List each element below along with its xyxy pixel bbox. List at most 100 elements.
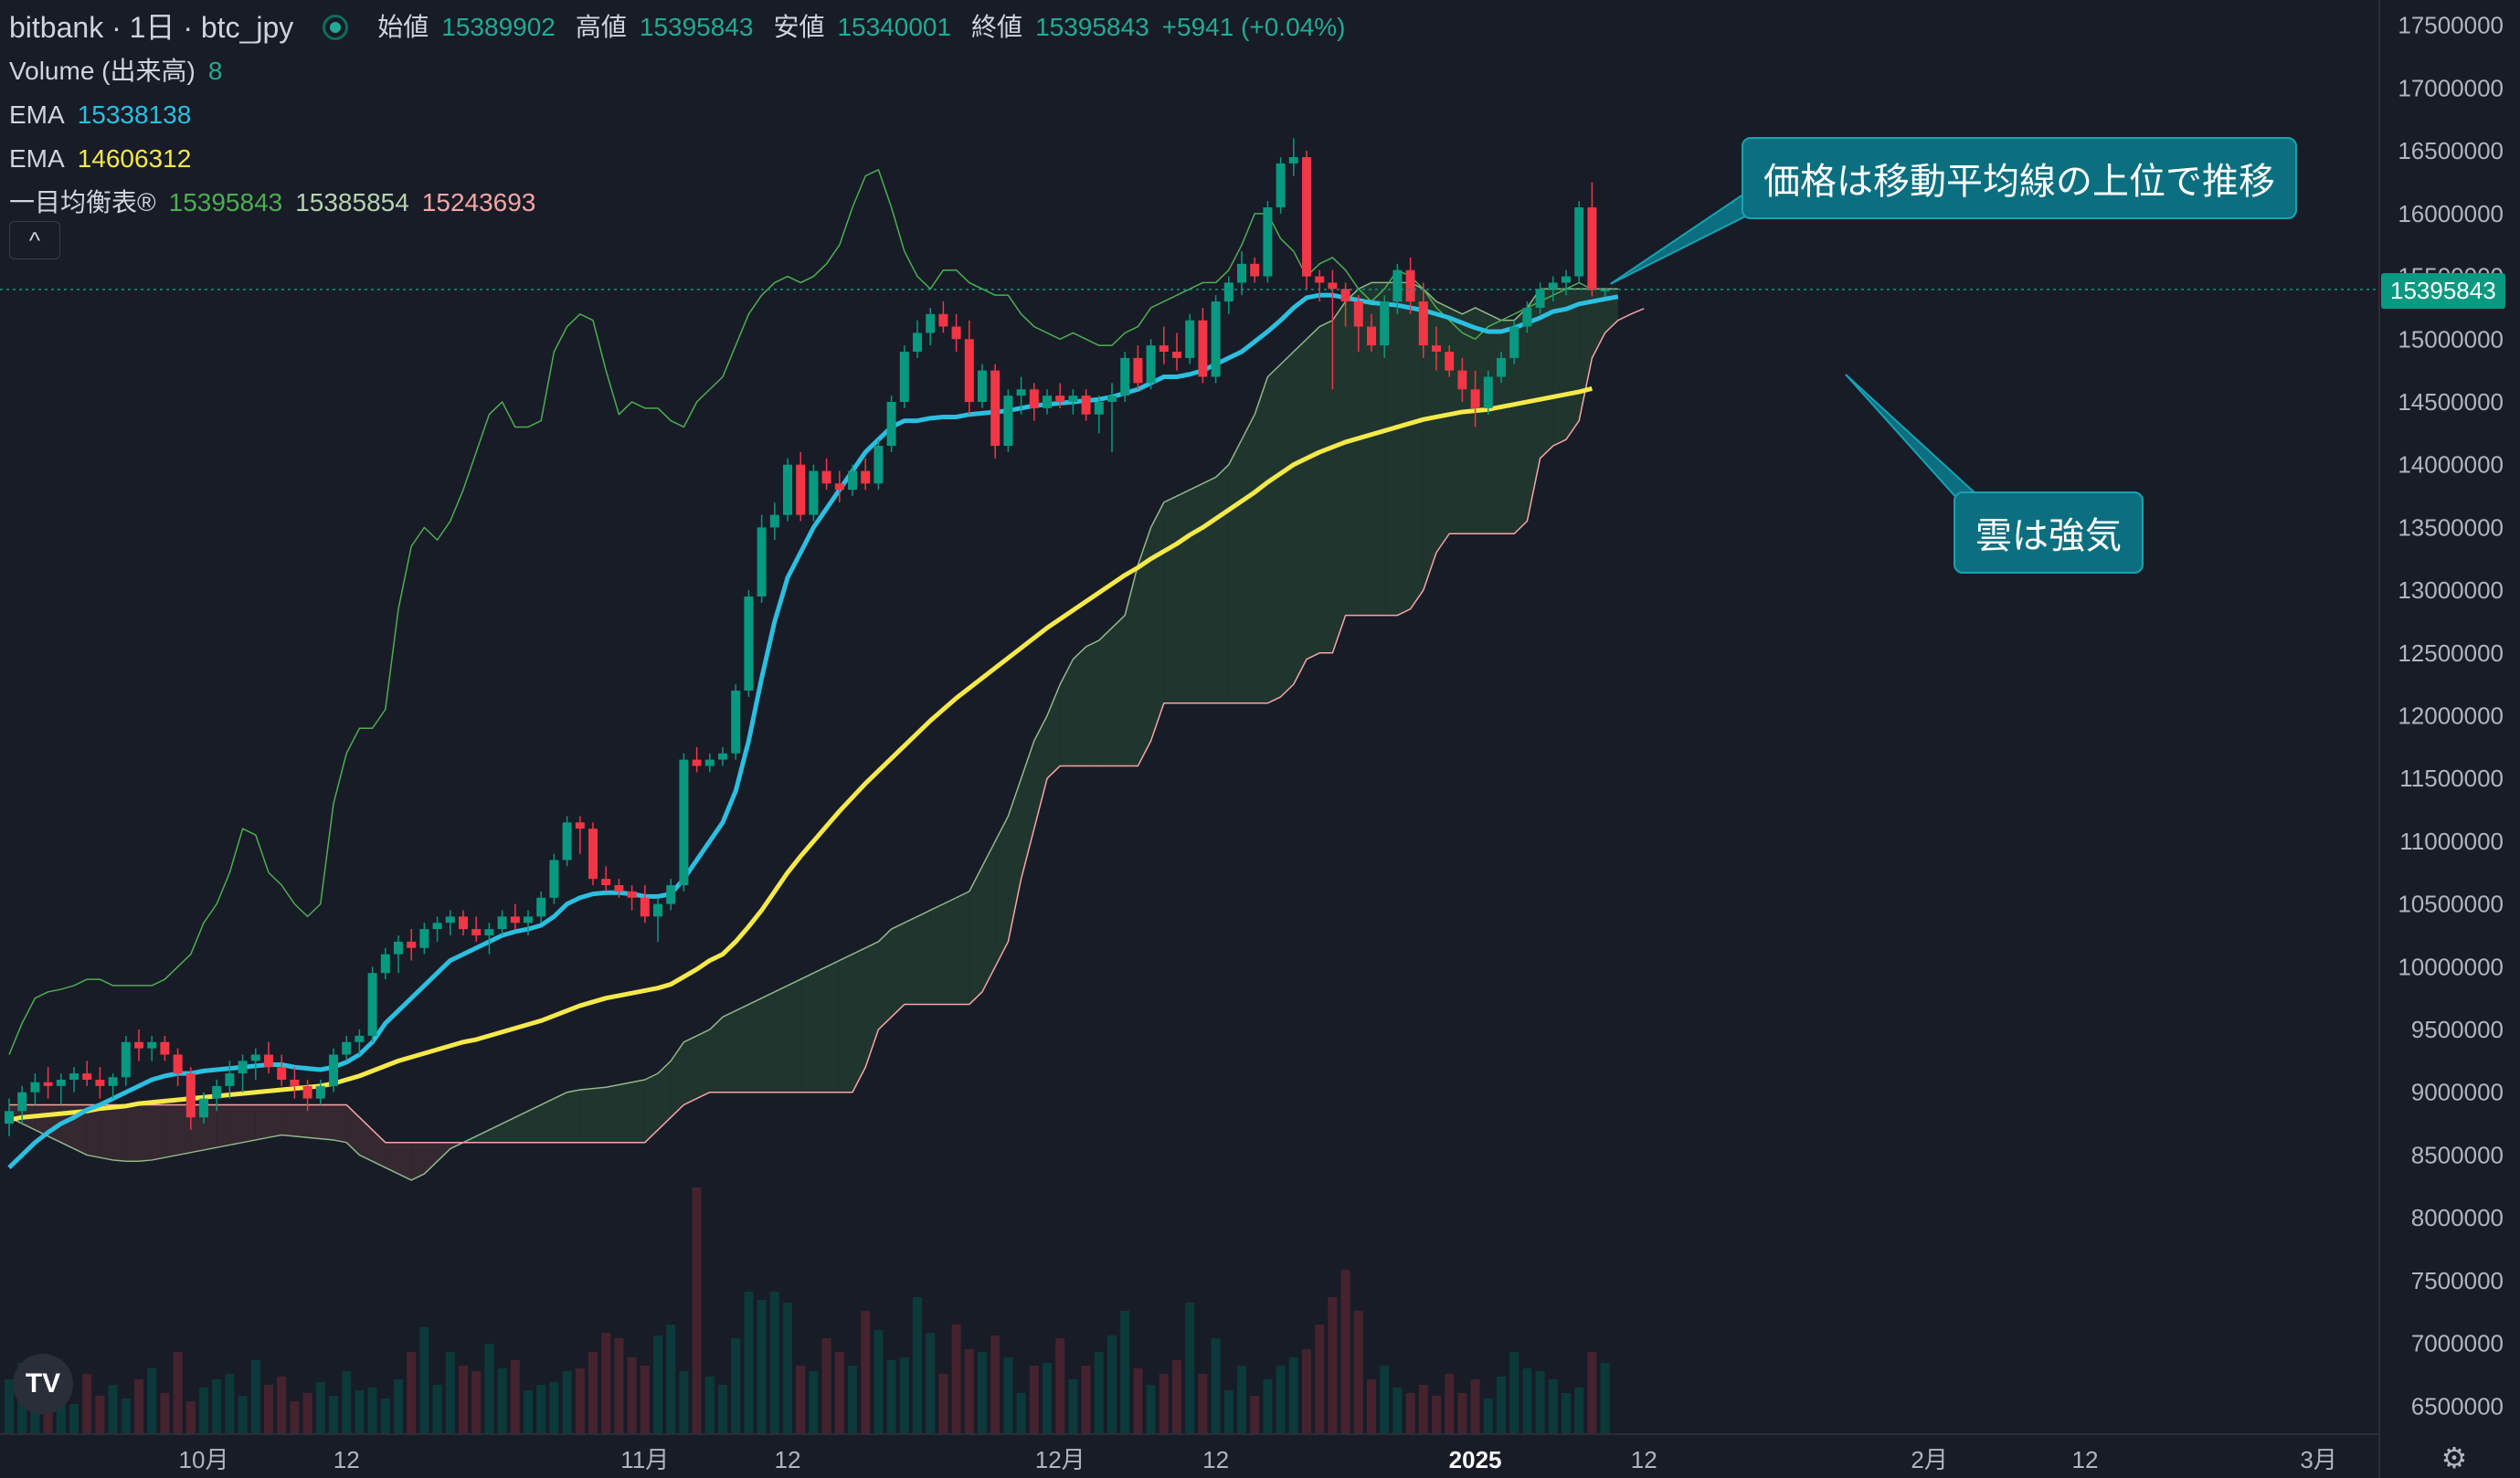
cloud-segment: [35, 1104, 48, 1136]
price-tick-label: 14500000: [2398, 388, 2504, 416]
candle-body: [82, 1073, 92, 1080]
cloud-segment: [1085, 640, 1099, 766]
volume-bar: [1483, 1399, 1493, 1434]
candle-body: [1237, 263, 1246, 283]
cloud-segment: [800, 973, 814, 1093]
cloud-segment: [334, 1104, 347, 1143]
candle-body: [1055, 396, 1065, 402]
candle-body: [536, 897, 546, 917]
volume-bar: [199, 1388, 208, 1434]
candle-body: [1587, 206, 1597, 290]
time-tick-label: 10月: [179, 1446, 229, 1473]
candle-body: [1107, 396, 1117, 402]
candle-body: [30, 1082, 40, 1093]
cloud-segment: [839, 954, 852, 1093]
cloud-segment: [1021, 740, 1034, 880]
cloud-segment: [1033, 715, 1047, 829]
volume-bar: [445, 1352, 455, 1434]
collapse-legend-button[interactable]: ^: [9, 221, 60, 259]
cloud-segment: [1410, 282, 1424, 609]
price-tick-label: 11000000: [2399, 828, 2504, 855]
candle-body: [459, 916, 468, 930]
candle-body: [640, 897, 650, 917]
cloud-segment: [1255, 376, 1268, 703]
open-label: 始値: [377, 13, 429, 41]
volume-bar: [692, 1188, 702, 1434]
candle-body: [1003, 396, 1013, 447]
volume-bar: [1055, 1338, 1065, 1434]
cloud-segment: [593, 1087, 607, 1143]
candle-body: [238, 1061, 248, 1074]
cloud-segment: [1307, 326, 1320, 660]
volume-bar: [82, 1374, 92, 1434]
volume-bar: [147, 1368, 157, 1434]
ichimoku-value-2: 15385854: [295, 188, 409, 216]
time-tick-label: 11月: [620, 1446, 669, 1473]
candle-body: [1198, 320, 1208, 377]
cloud-segment: [502, 1117, 515, 1143]
price-tick-label: 6500000: [2411, 1392, 2504, 1420]
volume-bar: [1340, 1270, 1350, 1434]
volume-bar: [1029, 1366, 1039, 1434]
cloud-segment: [372, 1129, 386, 1168]
volume-bar: [367, 1388, 377, 1434]
cloud-segment: [411, 1142, 425, 1180]
candle-body: [407, 941, 417, 948]
candle-body: [769, 514, 779, 528]
volume-bar: [290, 1401, 300, 1434]
cloud-segment: [87, 1104, 101, 1158]
legend-volume-row[interactable]: Volume (出来高) 8: [9, 49, 1345, 93]
volume-bar: [679, 1371, 689, 1434]
candle-body: [212, 1085, 222, 1099]
callout-pointers: [1610, 190, 1976, 522]
volume-bar: [1562, 1393, 1571, 1434]
cloud-segment: [1475, 307, 1488, 534]
cloud-segment: [982, 840, 996, 992]
candle-body: [938, 313, 948, 327]
candle-body: [744, 596, 754, 691]
legend-ema-fast-row[interactable]: EMA 15338138: [9, 93, 1345, 137]
volume-bar: [1405, 1393, 1415, 1434]
candle-body: [524, 916, 533, 924]
cloud-segment: [359, 1117, 373, 1162]
price-tick-label: 17000000: [2398, 74, 2504, 101]
legend-ichimoku-row[interactable]: 一目均衡表® 15395843 15385854 15243693: [9, 181, 1345, 225]
cloud-segment: [242, 1104, 256, 1143]
symbol-title[interactable]: bitbank · 1日 · btc_jpy: [9, 11, 294, 44]
candle-body: [575, 822, 585, 829]
price-axis: 6500000 7000000 7500000 8000000 8500000 90000…: [2398, 12, 2504, 1420]
callout-price-above-ma: 価格は移動平均線の上位で推移: [1742, 137, 2297, 219]
gear-icon[interactable]: ⚙: [2441, 1441, 2468, 1474]
candle-body: [290, 1079, 300, 1086]
legend-ema-slow-row[interactable]: EMA 14606312: [9, 137, 1345, 181]
candle-body: [1445, 352, 1455, 371]
volume-bar: [1328, 1297, 1338, 1434]
cloud-segment: [1112, 615, 1126, 766]
candle-body: [614, 885, 624, 892]
volume-bar: [834, 1352, 844, 1434]
volume-bar: [1003, 1357, 1013, 1434]
volume-bar: [1211, 1338, 1221, 1434]
cloud-segment: [1384, 282, 1398, 616]
cloud-segment: [217, 1104, 230, 1148]
cloud-segment: [1488, 313, 1501, 534]
open-value: 15389902: [441, 13, 556, 41]
cloud-segment: [1527, 289, 1541, 522]
cloud-segment: [969, 866, 982, 1005]
volume-bar: [1497, 1377, 1506, 1434]
volume-bar: [1353, 1311, 1363, 1434]
cloud-segment: [1267, 364, 1281, 703]
low-value: 15340001: [837, 13, 952, 41]
volume-bar: [874, 1330, 884, 1434]
volume-bar: [432, 1385, 442, 1434]
volume-bar: [899, 1357, 909, 1434]
tradingview-logo-icon[interactable]: TV: [13, 1354, 73, 1414]
callout-cloud-bullish: 雲は強気: [1954, 491, 2144, 574]
candle-body: [848, 470, 857, 491]
cloud-segment: [100, 1104, 113, 1160]
volume-bar: [407, 1352, 417, 1434]
cloud-segment: [139, 1104, 153, 1162]
volume-bar: [355, 1390, 365, 1434]
volume-bar: [964, 1349, 974, 1434]
